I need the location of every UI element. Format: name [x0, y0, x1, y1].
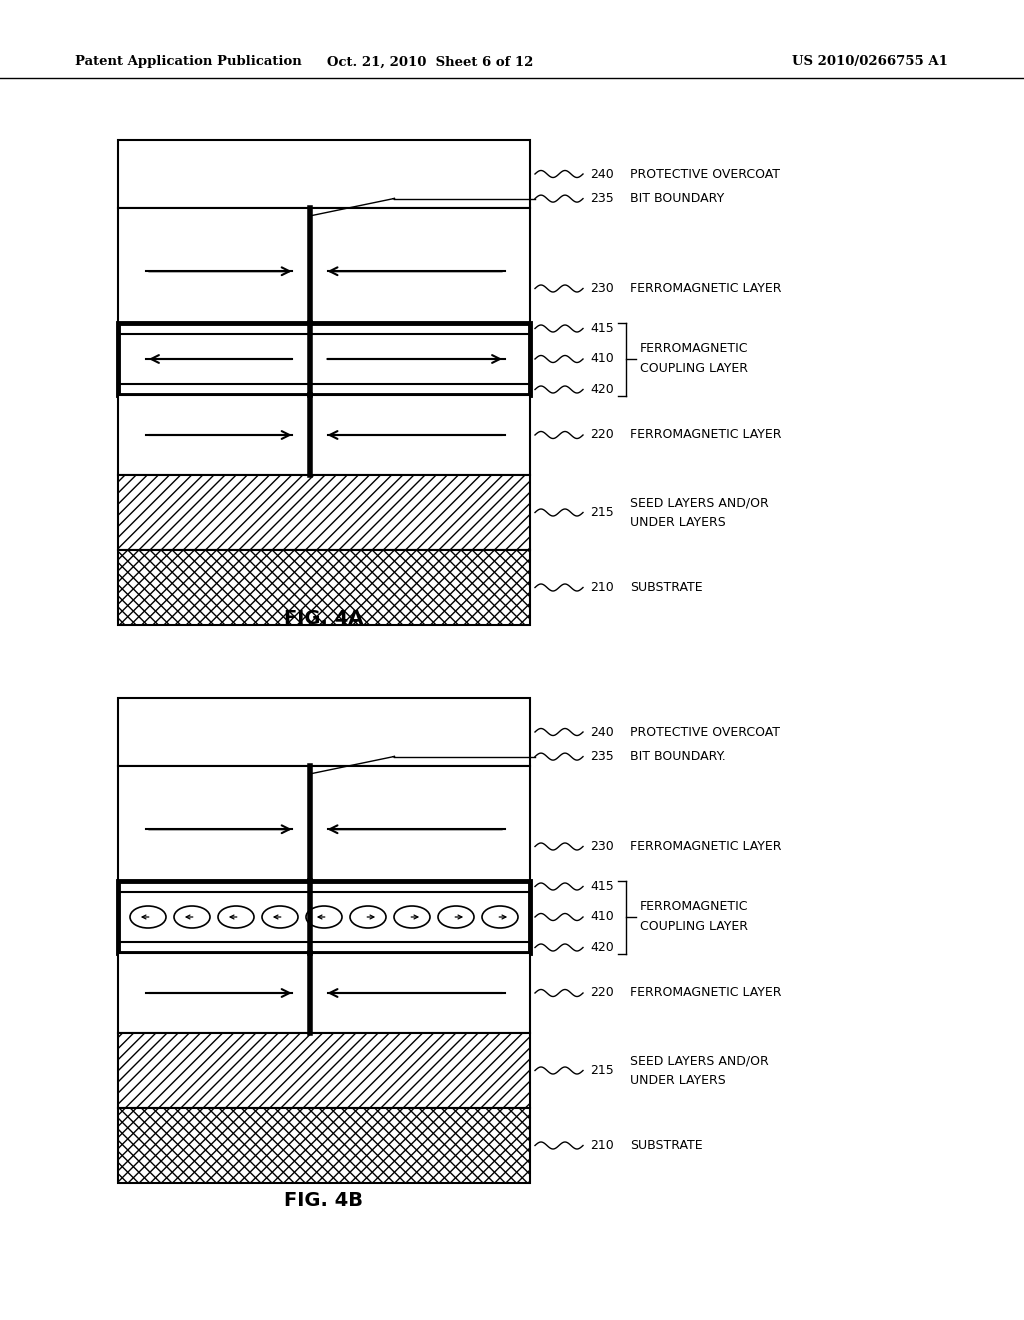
- Text: 235: 235: [590, 193, 613, 205]
- Text: FIG. 4A: FIG. 4A: [285, 609, 364, 627]
- Text: FERROMAGNETIC: FERROMAGNETIC: [640, 900, 749, 913]
- Bar: [118, 140, 530, 209]
- Text: FERROMAGNETIC LAYER: FERROMAGNETIC LAYER: [630, 429, 781, 441]
- Bar: [118, 1107, 530, 1183]
- Text: 215: 215: [590, 506, 613, 519]
- Text: US 2010/0266755 A1: US 2010/0266755 A1: [792, 55, 948, 69]
- Text: 220: 220: [590, 429, 613, 441]
- Bar: [118, 395, 530, 475]
- Text: 420: 420: [590, 383, 613, 396]
- Text: UNDER LAYERS: UNDER LAYERS: [630, 516, 726, 529]
- Text: 230: 230: [590, 282, 613, 294]
- Text: SEED LAYERS AND/OR: SEED LAYERS AND/OR: [630, 1053, 769, 1067]
- Text: 415: 415: [590, 880, 613, 894]
- Text: 230: 230: [590, 840, 613, 853]
- Bar: [118, 880, 530, 953]
- Text: PROTECTIVE OVERCOAT: PROTECTIVE OVERCOAT: [630, 168, 780, 181]
- Text: 420: 420: [590, 941, 613, 954]
- Text: Oct. 21, 2010  Sheet 6 of 12: Oct. 21, 2010 Sheet 6 of 12: [327, 55, 534, 69]
- Bar: [118, 209, 530, 323]
- Text: FERROMAGNETIC LAYER: FERROMAGNETIC LAYER: [630, 840, 781, 853]
- Text: 215: 215: [590, 1064, 613, 1077]
- Bar: [118, 766, 530, 880]
- Text: 220: 220: [590, 986, 613, 999]
- Text: SUBSTRATE: SUBSTRATE: [630, 1139, 702, 1152]
- Bar: [118, 550, 530, 624]
- Text: 210: 210: [590, 1139, 613, 1152]
- Text: Patent Application Publication: Patent Application Publication: [75, 55, 302, 69]
- Bar: [118, 1107, 530, 1183]
- Bar: [118, 475, 530, 550]
- Text: 240: 240: [590, 168, 613, 181]
- Text: BIT BOUNDARY.: BIT BOUNDARY.: [630, 750, 726, 763]
- Text: BIT BOUNDARY: BIT BOUNDARY: [630, 193, 724, 205]
- Text: SEED LAYERS AND/OR: SEED LAYERS AND/OR: [630, 496, 769, 510]
- Text: COUPLING LAYER: COUPLING LAYER: [640, 363, 748, 375]
- Text: UNDER LAYERS: UNDER LAYERS: [630, 1074, 726, 1086]
- Bar: [118, 550, 530, 624]
- Text: COUPLING LAYER: COUPLING LAYER: [640, 920, 748, 933]
- Text: 415: 415: [590, 322, 613, 335]
- Text: FIG. 4B: FIG. 4B: [285, 1191, 364, 1209]
- Text: PROTECTIVE OVERCOAT: PROTECTIVE OVERCOAT: [630, 726, 780, 738]
- Text: 410: 410: [590, 911, 613, 924]
- Text: 210: 210: [590, 581, 613, 594]
- Text: 240: 240: [590, 726, 613, 738]
- Text: FERROMAGNETIC: FERROMAGNETIC: [640, 342, 749, 355]
- Text: FERROMAGNETIC LAYER: FERROMAGNETIC LAYER: [630, 986, 781, 999]
- Bar: [118, 323, 530, 395]
- Text: 235: 235: [590, 750, 613, 763]
- Text: FERROMAGNETIC LAYER: FERROMAGNETIC LAYER: [630, 282, 781, 294]
- Bar: [118, 1034, 530, 1107]
- Text: SUBSTRATE: SUBSTRATE: [630, 581, 702, 594]
- Text: 410: 410: [590, 352, 613, 366]
- Bar: [118, 953, 530, 1034]
- Bar: [118, 698, 530, 766]
